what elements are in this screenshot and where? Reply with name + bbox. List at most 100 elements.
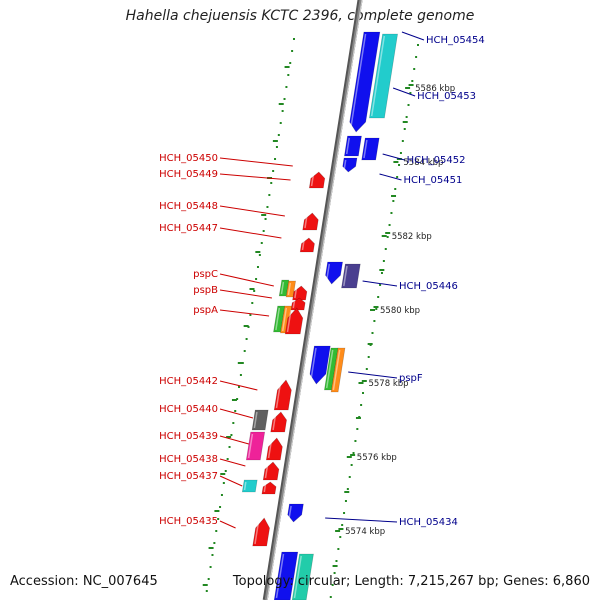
gene-feature[interactable]: [330, 347, 346, 393]
guide-dot-right: [331, 584, 334, 586]
gene-feature[interactable]: [273, 305, 286, 333]
label-leader-right: [401, 31, 425, 41]
guide-dot-left: [270, 182, 273, 184]
guide-dot-right: [379, 284, 382, 286]
gene-label-right[interactable]: pspF: [399, 373, 423, 384]
gene-feature[interactable]: [349, 31, 381, 133]
gene-feature[interactable]: [284, 307, 304, 335]
guide-dot-left: [217, 518, 220, 520]
guide-dash-right: [402, 121, 408, 123]
guide-dash-left: [249, 288, 255, 290]
gene-label-left[interactable]: HCH_05447: [159, 223, 218, 234]
guide-dot-left: [245, 338, 248, 340]
guide-dot-left: [243, 350, 246, 352]
label-leader-right: [348, 371, 398, 379]
gene-label-right[interactable]: HCH_05446: [399, 281, 458, 292]
guide-dot-right: [333, 572, 336, 574]
guide-dash-right: [373, 306, 379, 308]
tick-label: 5586 kbp: [415, 84, 455, 94]
gene-feature[interactable]: [261, 481, 277, 495]
map-title: Hahella chejuensis KCTC 2396, complete g…: [125, 8, 475, 24]
guide-dash-left: [208, 547, 214, 549]
gene-feature[interactable]: [324, 347, 339, 391]
gene-feature[interactable]: [273, 379, 292, 411]
guide-dot-left: [209, 566, 212, 568]
guide-dot-right: [415, 56, 418, 58]
gene-label-left[interactable]: pspC: [193, 269, 218, 280]
gene-label-right[interactable]: HCH_05434: [399, 517, 458, 528]
gene-label-right[interactable]: HCH_05452: [407, 155, 466, 166]
gene-feature[interactable]: [278, 279, 290, 297]
label-leader-right: [362, 280, 398, 287]
gene-feature[interactable]: [270, 411, 287, 433]
gene-feature[interactable]: [369, 33, 398, 119]
gene-feature[interactable]: [265, 437, 283, 461]
guide-dot-right: [329, 596, 332, 598]
guide-dash-left: [231, 399, 237, 401]
gene-label-right[interactable]: HCH_05453: [417, 91, 476, 102]
guide-dash-right: [408, 84, 414, 86]
guide-dot-right: [350, 464, 353, 466]
guide-dot-right: [399, 152, 402, 154]
accession-text: Accession: NC_007645: [10, 574, 158, 589]
gene-feature[interactable]: [341, 263, 361, 289]
gene-feature[interactable]: [325, 261, 343, 285]
gene-feature[interactable]: [262, 461, 280, 481]
label-leader-right: [379, 173, 402, 181]
gene-feature[interactable]: [299, 237, 315, 253]
gene-feature[interactable]: [344, 135, 362, 157]
gene-label-left[interactable]: HCH_05449: [159, 169, 218, 180]
guide-dot-right: [337, 548, 340, 550]
gene-label-left[interactable]: HCH_05435: [159, 516, 218, 527]
gene-label-left[interactable]: pspB: [193, 285, 218, 296]
guide-dot-left: [264, 218, 267, 220]
gene-label-left[interactable]: HCH_05450: [159, 153, 218, 164]
gene-label-right[interactable]: HCH_05451: [404, 175, 463, 186]
gene-feature[interactable]: [302, 212, 319, 231]
guide-dot-right: [398, 164, 401, 166]
gene-feature[interactable]: [241, 479, 258, 493]
guide-dot-left: [253, 290, 256, 292]
gene-feature[interactable]: [273, 551, 299, 600]
guide-dot-left: [251, 302, 254, 304]
guide-dot-right: [377, 296, 380, 298]
gene-label-left[interactable]: HCH_05437: [159, 471, 218, 482]
gene-highlight: [272, 413, 277, 431]
gene-feature[interactable]: [251, 409, 269, 431]
gene-label-left[interactable]: pspA: [193, 305, 218, 316]
guide-dot-right: [380, 272, 383, 274]
gene-label-left[interactable]: HCH_05439: [159, 431, 218, 442]
guide-dot-right: [388, 224, 391, 226]
guide-dot-right: [416, 44, 419, 46]
gene-feature[interactable]: [309, 345, 331, 385]
guide-dot-right: [405, 116, 408, 118]
guide-dash-right: [355, 417, 361, 419]
gene-label-right[interactable]: HCH_05454: [426, 35, 485, 46]
gene-label-left[interactable]: HCH_05442: [159, 376, 218, 387]
gene-label-left[interactable]: HCH_05448: [159, 201, 218, 212]
gene-feature[interactable]: [361, 137, 380, 161]
gene-feature[interactable]: [291, 553, 314, 600]
gene-label-left[interactable]: HCH_05438: [159, 454, 218, 465]
guide-dot-right: [386, 236, 389, 238]
gene-feature[interactable]: [287, 503, 304, 523]
gene-highlight: [294, 287, 298, 299]
gene-highlight: [280, 281, 285, 295]
tick-label: 5580 kbp: [380, 306, 420, 316]
guide-dash-left: [202, 584, 208, 586]
guide-dash-right: [344, 491, 350, 493]
gene-feature[interactable]: [252, 517, 270, 547]
guide-dot-left: [258, 254, 261, 256]
gene-feature[interactable]: [245, 431, 266, 461]
gene-feature[interactable]: [342, 157, 358, 173]
label-leader-right: [382, 153, 405, 161]
gene-highlight: [292, 299, 296, 309]
gene-highlight: [281, 307, 288, 332]
gene-label-left[interactable]: HCH_05440: [159, 404, 218, 415]
guide-dot-left: [277, 134, 280, 136]
gene-feature[interactable]: [308, 171, 326, 189]
guide-dash-left: [284, 66, 290, 68]
guide-dot-left: [234, 410, 237, 412]
